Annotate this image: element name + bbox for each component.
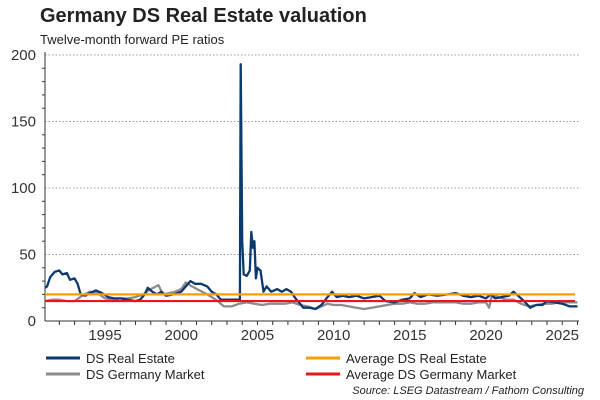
plot-lines	[44, 63, 578, 311]
chart-subtitle: Twelve-month forward PE ratios	[40, 32, 225, 47]
x-tick-label: 1995	[88, 327, 121, 344]
y-tick-label: 100	[11, 180, 36, 197]
x-axis: 1995 2000 2005 2010 2015 2020 2025	[45, 320, 579, 344]
x-tick-label: 2025	[546, 327, 579, 344]
y-axis: 0 50 100 150 200	[11, 47, 46, 330]
y-tick-label: 0	[28, 313, 36, 330]
y-tick-label: 50	[19, 247, 36, 264]
legend: DS Real Estate DS Germany Market Average…	[46, 351, 517, 382]
y-tick-label: 150	[11, 114, 36, 131]
x-tick-label: 2020	[469, 327, 502, 344]
legend-label-ds-germany-market: DS Germany Market	[86, 367, 205, 382]
x-tick-label: 2005	[241, 327, 274, 344]
chart-title: Germany DS Real Estate valuation	[40, 5, 367, 27]
series-line-ds-real-estate	[44, 63, 578, 311]
x-tick-label: 2010	[317, 327, 350, 344]
x-tick-label: 2000	[165, 327, 198, 344]
legend-label-average-ds-real-estate: Average DS Real Estate	[346, 351, 487, 366]
legend-label-average-ds-germany-market: Average DS Germany Market	[346, 367, 517, 382]
series-line-ds-germany-market	[44, 281, 578, 311]
y-tick-label: 200	[11, 47, 36, 64]
gridlines	[45, 54, 579, 255]
x-tick-label: 2015	[393, 327, 426, 344]
source-note: Source: LSEG Datastream / Fathom Consult…	[352, 385, 585, 397]
legend-label-ds-real-estate: DS Real Estate	[86, 351, 175, 366]
